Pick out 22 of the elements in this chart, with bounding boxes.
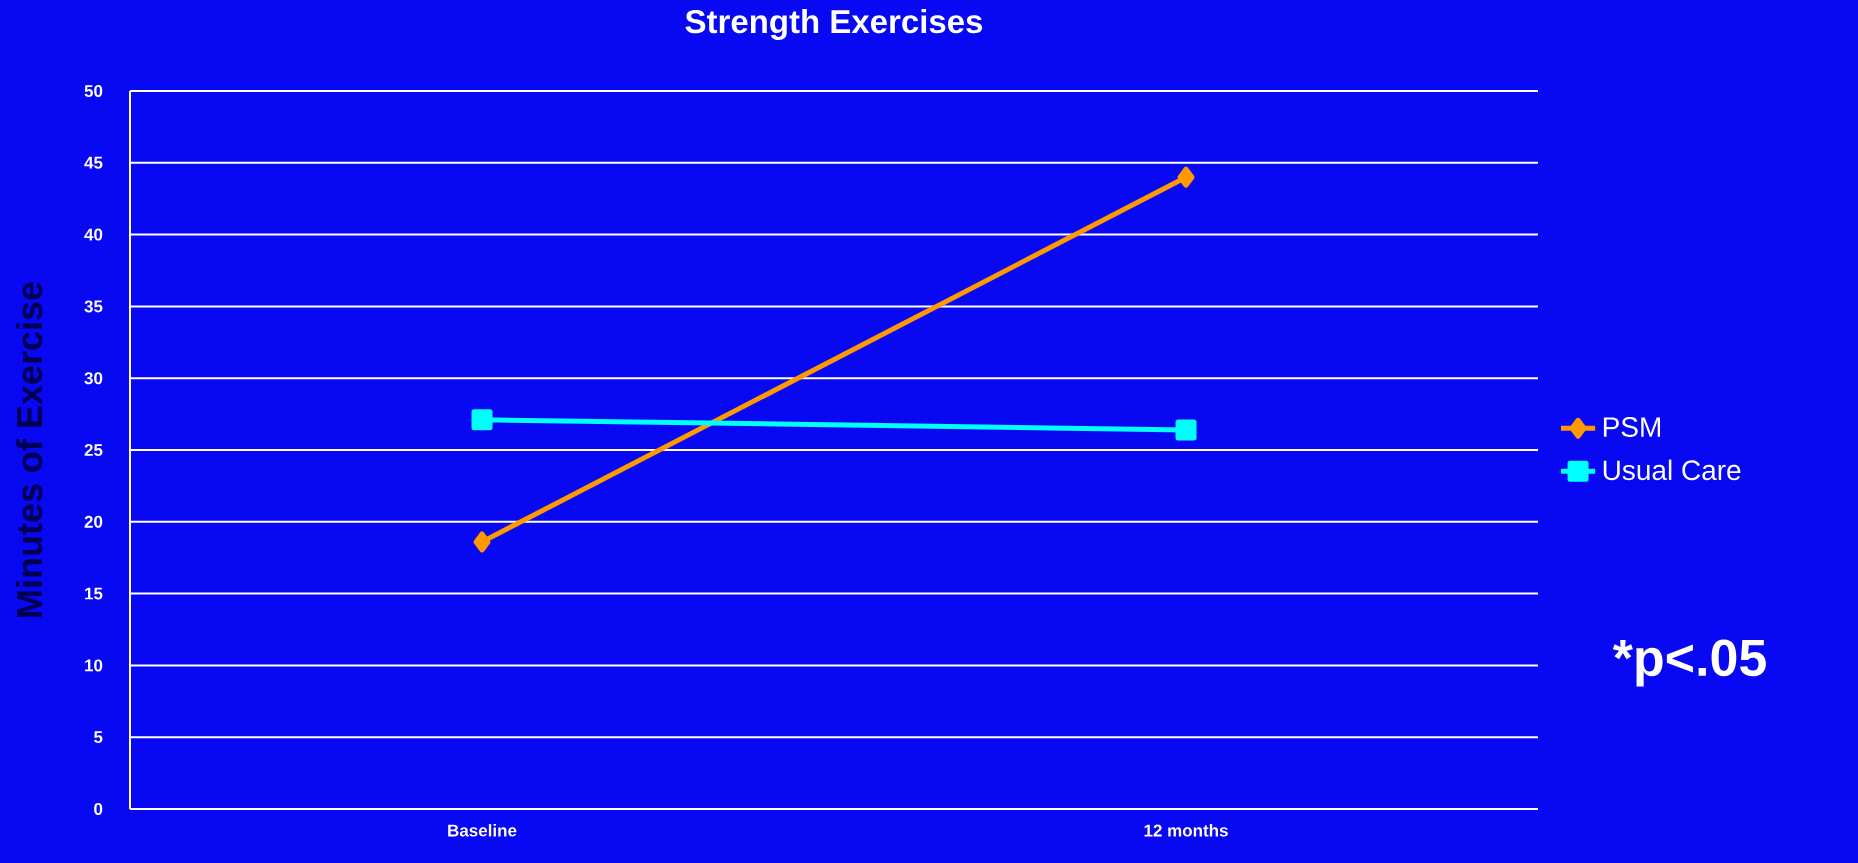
y-tick-label: 50 — [84, 85, 103, 98]
y-tick-label: 35 — [84, 300, 103, 313]
x-tick-label: Baseline — [448, 824, 517, 837]
y-tick-label: 15 — [85, 587, 103, 600]
text: *p<.05 — [1612, 639, 1766, 687]
y-axis-title: Minutes of Exercise — [15, 282, 43, 617]
y-tick-label: 20 — [84, 515, 103, 528]
y-tick-label: 5 — [94, 731, 103, 744]
x-tick-label: 12 months — [1144, 824, 1228, 837]
point — [1177, 166, 1195, 188]
y-tick-label: 25 — [84, 444, 103, 457]
point — [1175, 419, 1197, 441]
legend-label: Usual Care — [1603, 459, 1741, 481]
y-tick-label: 10 — [85, 659, 103, 672]
y-tick-label: 45 — [84, 156, 103, 169]
legend-label: PSM — [1603, 417, 1661, 437]
y-tick-label: 0 — [94, 803, 103, 816]
chart-title: Strength Exercises — [685, 9, 983, 40]
y-tick-label: 40 — [84, 228, 103, 241]
y-tick-label: 30 — [84, 372, 103, 385]
point — [473, 531, 491, 553]
point — [471, 409, 493, 431]
